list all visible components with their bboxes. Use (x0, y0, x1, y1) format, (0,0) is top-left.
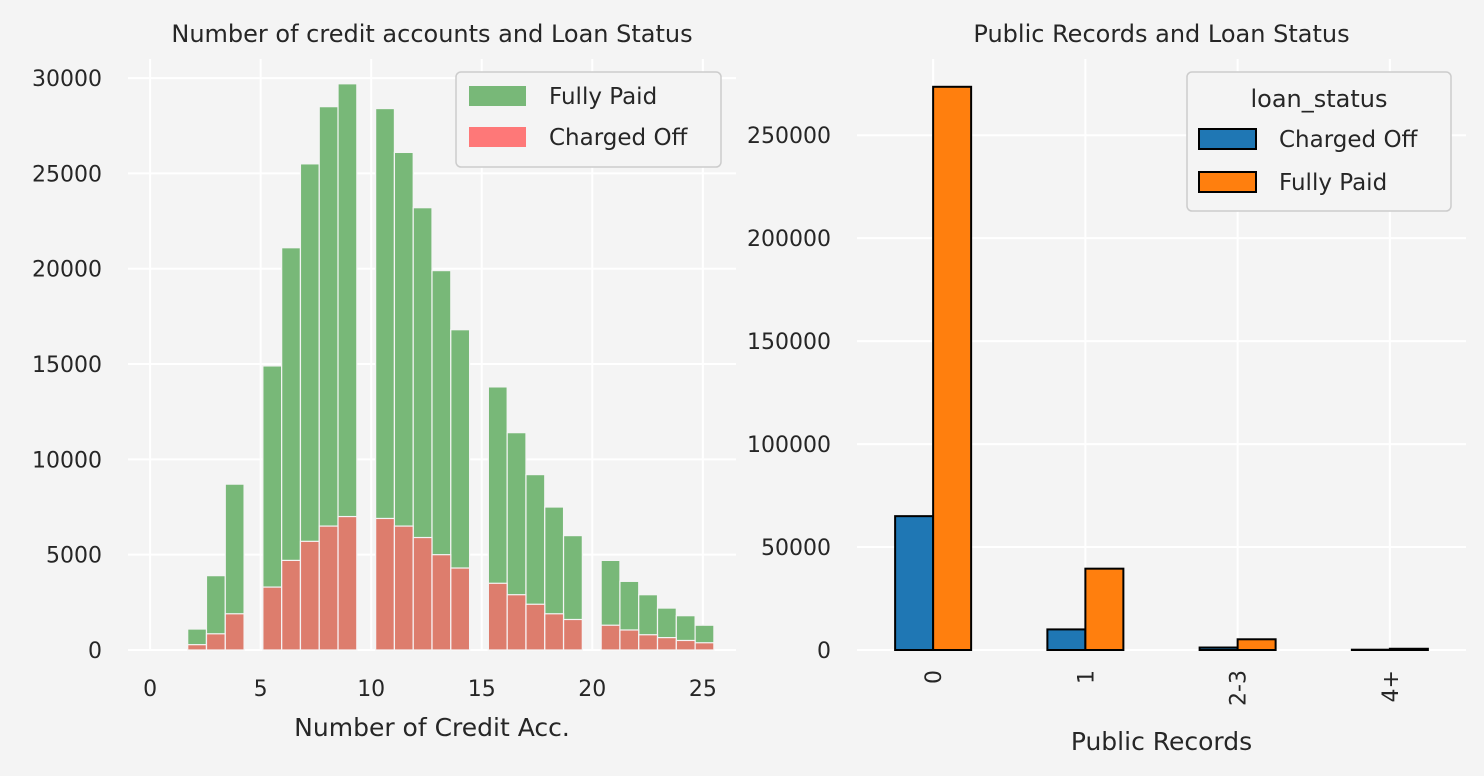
x-tick-label: 1 (1074, 670, 1099, 684)
x-tick-label: 10 (357, 677, 385, 702)
charged-off-bar (638, 634, 659, 651)
charged-off-bar (187, 644, 208, 651)
x-tick-label: 0 (143, 677, 157, 702)
charged-off-bar (544, 613, 565, 651)
charged-off-bar (619, 629, 640, 651)
x-tick-label: 2-3 (1227, 670, 1252, 706)
y-tick-labels: 0 50000 100000 150000 200000 250000 (747, 124, 831, 664)
x-tick-labels: 0 1 2-3 4+ (922, 670, 1404, 706)
y-tick-label: 25000 (32, 162, 102, 187)
charged-off-bar (262, 586, 283, 651)
chart-title: Number of credit accounts and Loan Statu… (171, 20, 692, 48)
credit-accounts-chart: 0 5 10 15 20 25 0 5000 10000 15000 20000 25000 3000… (32, 20, 736, 742)
y-tick-label: 10000 (32, 448, 102, 473)
y-tick-label: 150000 (747, 330, 831, 355)
y-tick-label: 20000 (32, 258, 102, 283)
y-tick-label: 30000 (32, 67, 102, 92)
charged-off-swatch (1198, 128, 1257, 150)
y-tick-label: 0 (817, 639, 831, 664)
x-axis-label: Public Records (1071, 727, 1252, 756)
legend: Fully Paid Charged Off (455, 71, 722, 168)
charged-off-bar (318, 525, 339, 651)
fully-paid-bar (1236, 638, 1277, 652)
bars (894, 85, 1429, 652)
x-tick-label: 20 (578, 677, 606, 702)
fully-paid-bar (1084, 567, 1125, 651)
x-axis-label: Number of Credit Acc. (294, 713, 570, 742)
charged-off-bar (337, 515, 358, 651)
charged-off-bar (224, 613, 245, 651)
charged-off-swatch (469, 127, 526, 147)
charged-off-bar (205, 633, 226, 651)
y-tick-label: 50000 (761, 536, 831, 561)
charged-off-bar (1198, 646, 1239, 652)
fully-paid-swatch (1198, 171, 1257, 193)
charged-off-bar (656, 637, 677, 651)
x-tick-labels: 0 5 10 15 20 25 (143, 677, 717, 702)
charged-off-bar (393, 525, 414, 651)
charged-off-bar (675, 639, 696, 651)
x-tick-label: 0 (922, 670, 947, 684)
y-tick-label: 250000 (747, 124, 831, 149)
y-tick-label: 0 (88, 639, 102, 664)
y-tick-label: 15000 (32, 353, 102, 378)
charged-off-bar (525, 603, 546, 651)
charged-off-bar (600, 624, 621, 651)
legend: loan_status Charged Off Fully Paid (1186, 71, 1452, 212)
y-tick-label: 5000 (46, 544, 102, 569)
legend-label: Charged Off (1279, 127, 1419, 153)
charged-off-bar (694, 642, 715, 651)
fully-paid-bar (1388, 647, 1429, 652)
public-records-chart: 0 1 2-3 4+ 0 50000 100000 150000 200000 250000 P… (747, 20, 1466, 756)
charged-off-bar (450, 567, 471, 651)
bars (187, 83, 715, 651)
legend-title: loan_status (1250, 85, 1387, 113)
fully-paid-swatch (469, 86, 526, 106)
legend-label: Charged Off (549, 125, 689, 151)
charged-off-bar (1046, 628, 1087, 651)
charged-off-bar (562, 618, 583, 651)
fully-paid-bar (932, 85, 973, 652)
charged-off-bar (431, 554, 452, 651)
charged-off-bar (487, 582, 508, 651)
chart-title: Public Records and Loan Status (973, 20, 1349, 48)
charged-off-bar (375, 517, 396, 651)
y-tick-label: 200000 (747, 227, 831, 252)
y-tick-labels: 0 5000 10000 15000 20000 25000 30000 (32, 67, 102, 664)
x-tick-label: 5 (254, 677, 268, 702)
charged-off-bar (506, 594, 527, 651)
charged-off-bar (894, 515, 935, 652)
x-tick-label: 15 (468, 677, 496, 702)
y-tick-label: 100000 (747, 433, 831, 458)
charged-off-bar (281, 559, 302, 651)
legend-label: Fully Paid (549, 84, 657, 110)
x-tick-label: 4+ (1379, 670, 1404, 702)
charged-off-bar (412, 536, 433, 651)
legend-label: Fully Paid (1279, 170, 1387, 196)
x-tick-label: 25 (689, 677, 717, 702)
charged-off-bar (299, 540, 320, 651)
